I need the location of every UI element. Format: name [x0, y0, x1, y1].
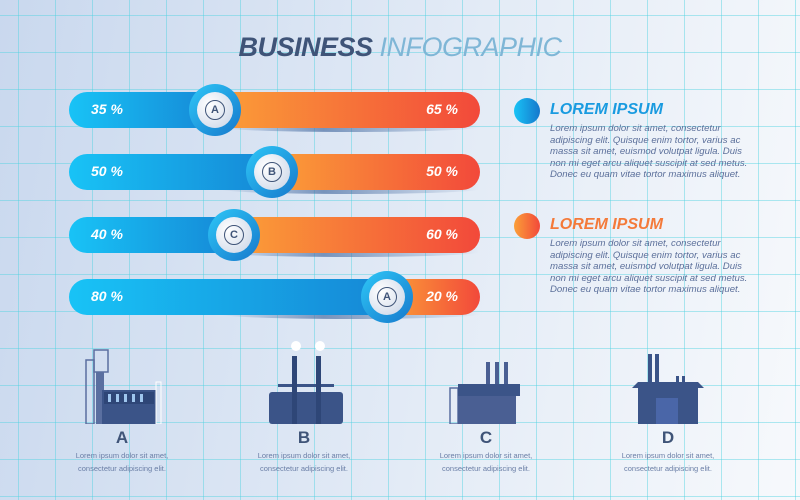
warehouse-icon [632, 354, 704, 424]
factory-chimneys-icon [449, 362, 520, 424]
right-percent: 20 % [426, 288, 458, 304]
knob-letter: B [262, 162, 282, 182]
right-percent: 65 % [426, 101, 458, 117]
right-segment [272, 154, 480, 190]
left-percent: 50 % [91, 163, 123, 179]
right-segment [234, 217, 480, 253]
right-percent: 50 % [426, 163, 458, 179]
blue-dot-icon [514, 98, 540, 124]
progress-bar: 40 % 60 % C [69, 209, 480, 261]
progress-bar: 80 % 20 % A [69, 271, 480, 323]
left-percent: 80 % [91, 288, 123, 304]
left-segment [69, 154, 272, 190]
right-percent: 60 % [426, 226, 458, 242]
page-title: BUSINESS INFOGRAPHIC [238, 32, 562, 62]
bar-knob: B [246, 146, 298, 198]
factory-c: C Lorem ipsum dolor sit amet, consectetur… [406, 340, 566, 474]
left-percent: 40 % [91, 226, 123, 242]
orange-dot-icon [514, 213, 540, 239]
left-segment [69, 279, 387, 315]
factory-d: D Lorem ipsum dolor sit amet, consectetur… [588, 340, 748, 474]
left-segment [69, 217, 234, 253]
knob-letter: A [377, 287, 397, 307]
bar-knob: C [208, 209, 260, 261]
knob-letter: C [224, 225, 244, 245]
right-segment [215, 92, 480, 128]
factory-b: B Lorem ipsum dolor sit amet, consectetur… [224, 340, 384, 474]
progress-bar: 35 % 65 % A [69, 84, 480, 136]
left-percent: 35 % [91, 101, 123, 117]
knob-letter: A [205, 100, 225, 120]
progress-bar: 50 % 50 % B [69, 146, 480, 198]
bar-knob: A [189, 84, 241, 136]
factory-smokestacks-icon [269, 341, 343, 424]
bar-knob: A [361, 271, 413, 323]
factory-a: A Lorem ipsum dolor sit amet, consectetur… [42, 340, 202, 474]
factory-crane-icon [85, 349, 162, 424]
